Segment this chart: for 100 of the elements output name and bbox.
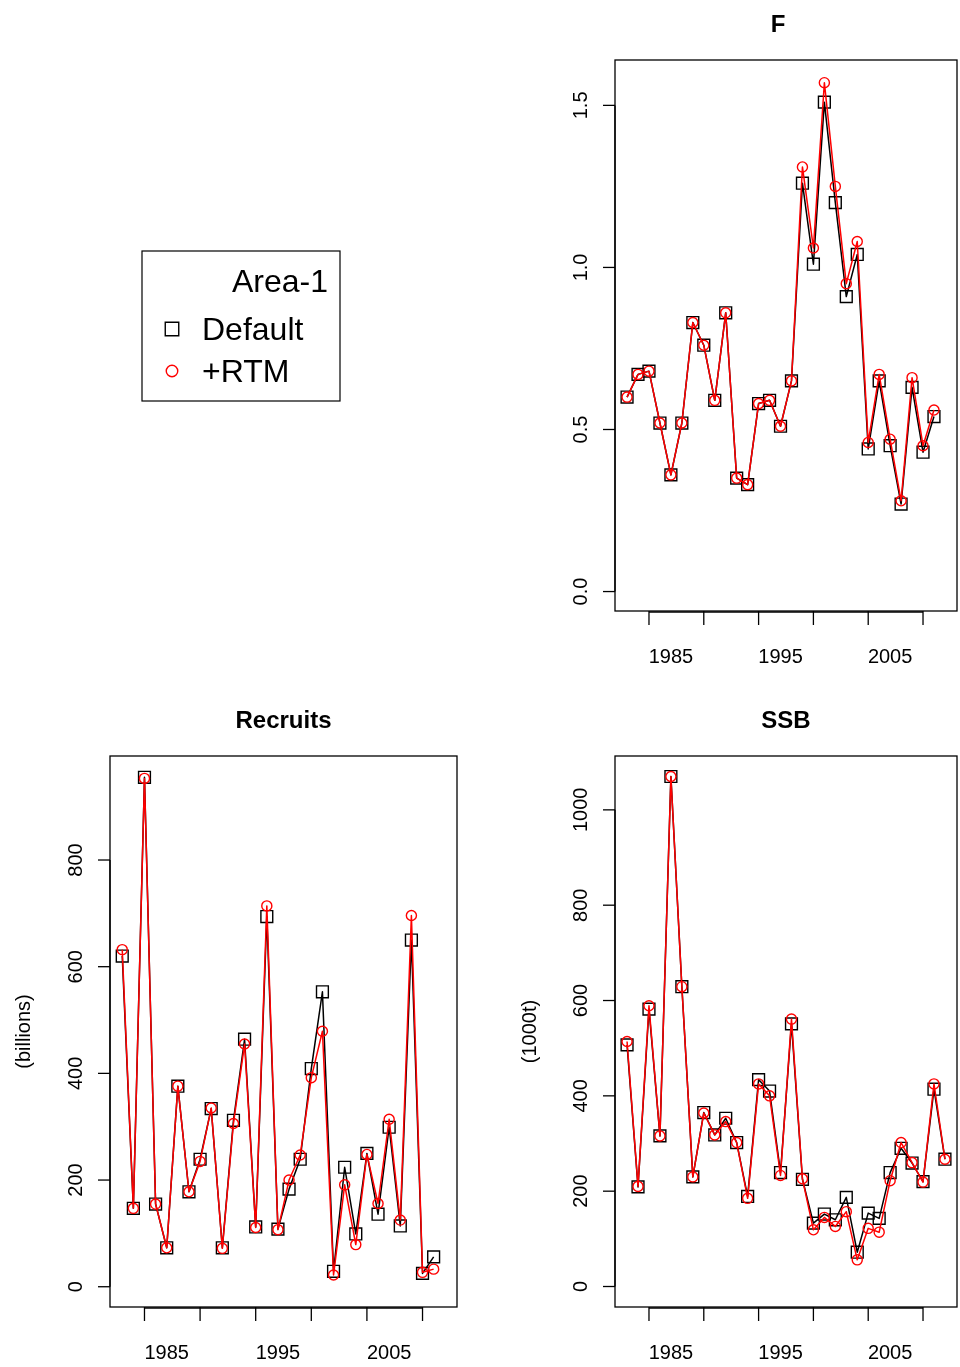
y-tick-label: 200 <box>569 1174 591 1208</box>
point <box>850 247 864 262</box>
point <box>372 1197 384 1210</box>
point <box>383 1113 395 1125</box>
point <box>861 442 875 456</box>
point <box>829 180 842 193</box>
point <box>785 1013 798 1025</box>
point <box>719 1115 732 1128</box>
point <box>350 1238 362 1251</box>
point <box>895 1136 907 1149</box>
point <box>226 1113 241 1127</box>
x-tick-label: 1995 <box>255 1341 301 1363</box>
chart-title: F <box>770 10 786 37</box>
y-tick-label: 800 <box>64 843 86 877</box>
point <box>796 161 809 173</box>
point <box>382 1120 396 1134</box>
chart-title: Recruits <box>235 706 332 733</box>
point <box>928 404 940 416</box>
point <box>404 933 419 947</box>
y-tick-label: 800 <box>569 888 591 922</box>
point <box>828 1213 842 1227</box>
x-tick-label: 2005 <box>867 645 913 667</box>
point <box>427 1263 440 1275</box>
point <box>283 1174 295 1186</box>
y-tick-label: 400 <box>64 1056 86 1091</box>
point <box>894 497 908 511</box>
point <box>427 1250 441 1264</box>
point <box>807 1224 820 1236</box>
y-tick-label: 1.0 <box>569 253 591 282</box>
point <box>371 1207 385 1221</box>
point <box>315 985 330 999</box>
legend-label: Default <box>202 311 304 347</box>
point <box>905 380 919 394</box>
point <box>840 277 853 290</box>
point <box>326 1264 341 1278</box>
point <box>751 1073 766 1087</box>
point <box>227 1117 240 1130</box>
point <box>872 1211 886 1225</box>
y-axis-title: (1000t) <box>518 999 540 1064</box>
point <box>773 1165 788 1180</box>
point <box>884 1174 896 1187</box>
point <box>349 1227 363 1241</box>
x-tick-label: 1995 <box>758 645 803 667</box>
point <box>861 1206 875 1220</box>
point <box>327 1269 340 1281</box>
point <box>883 439 897 453</box>
point <box>774 1169 787 1182</box>
point <box>850 1245 864 1259</box>
point <box>304 1061 318 1076</box>
point <box>762 1084 777 1098</box>
x-tick-label: 1985 <box>144 1341 189 1363</box>
point <box>394 1214 407 1226</box>
y-tick-label: 1000 <box>569 787 591 833</box>
point <box>884 433 896 445</box>
point <box>260 909 274 924</box>
point <box>338 1179 351 1191</box>
point <box>238 1038 251 1050</box>
point <box>851 235 863 248</box>
point <box>115 949 129 963</box>
point <box>872 374 886 388</box>
point <box>620 1038 634 1052</box>
y-tick-label: 0 <box>569 1280 591 1293</box>
y-tick-label: 0.0 <box>569 577 591 606</box>
point <box>719 1111 733 1125</box>
legend-label: +RTM <box>202 353 290 389</box>
x-tick-label: 1985 <box>648 1341 694 1363</box>
y-axis-title: (billions) <box>12 994 34 1069</box>
y-tick-label: 0.5 <box>569 415 591 444</box>
point <box>839 1190 853 1204</box>
point <box>338 1160 352 1174</box>
point <box>294 1149 306 1161</box>
point <box>862 1222 874 1235</box>
point <box>261 900 273 912</box>
point <box>763 1090 776 1102</box>
point <box>862 436 874 449</box>
point <box>906 371 918 384</box>
point <box>752 1078 765 1090</box>
point <box>883 1165 897 1180</box>
point <box>305 1071 318 1084</box>
x-tick-label: 2005 <box>867 1341 913 1363</box>
point <box>807 242 820 254</box>
point <box>817 95 831 109</box>
point <box>817 1207 831 1221</box>
point <box>927 409 941 424</box>
y-tick-label: 1.5 <box>569 91 591 120</box>
point <box>894 1141 908 1155</box>
point <box>643 1000 655 1012</box>
point <box>818 76 831 89</box>
y-tick-label: 200 <box>64 1163 86 1197</box>
x-tick-label: 1995 <box>758 1341 803 1363</box>
point <box>806 257 821 271</box>
point <box>840 1205 853 1218</box>
point <box>818 1211 831 1224</box>
point <box>293 1152 307 1166</box>
x-tick-label: 2005 <box>366 1341 412 1363</box>
point <box>393 1219 407 1233</box>
point <box>895 495 907 507</box>
legend-title: Area-1 <box>232 263 329 299</box>
point <box>839 289 853 304</box>
x-tick-label: 1985 <box>648 645 694 667</box>
